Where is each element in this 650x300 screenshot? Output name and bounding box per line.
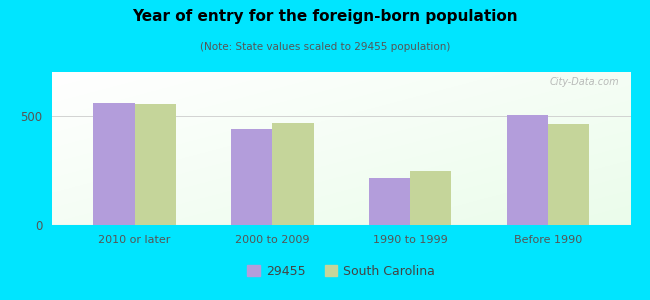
Bar [272, 123, 314, 225]
Bar [231, 129, 272, 225]
Text: City-Data.com: City-Data.com [549, 76, 619, 87]
Bar [94, 103, 135, 225]
Text: Year of entry for the foreign-born population: Year of entry for the foreign-born popul… [132, 9, 518, 24]
Bar [548, 124, 589, 225]
Bar [135, 104, 176, 225]
Bar [506, 115, 548, 225]
Bar [369, 178, 410, 225]
Bar [410, 171, 452, 225]
Legend: 29455, South Carolina: 29455, South Carolina [242, 260, 440, 283]
Text: (Note: State values scaled to 29455 population): (Note: State values scaled to 29455 popu… [200, 42, 450, 52]
